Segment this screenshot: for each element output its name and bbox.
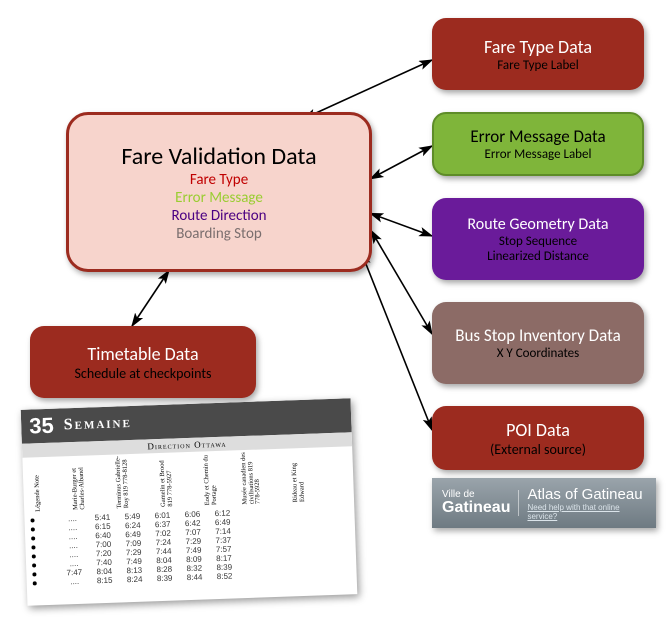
timetable-sample-image: 35 Semaine Direction Ottawa Légende Note… xyxy=(21,398,358,605)
main-item: Boarding Stop xyxy=(171,225,266,243)
fare-validation-data-node: Fare Validation Data Fare TypeError Mess… xyxy=(66,112,372,272)
timetable-data-node: Timetable Data Schedule at checkpoints xyxy=(30,326,256,398)
node-title: POI Data xyxy=(506,419,570,441)
node-sub: Linearized Distance xyxy=(487,249,589,264)
column-header: Légende Note xyxy=(34,457,42,511)
node-sub: X Y Coordinates xyxy=(497,346,579,361)
poi-node: POI Data(External source) xyxy=(432,406,644,470)
atlas-gatineau-banner: Ville de Gatineau Atlas of Gatineau Need… xyxy=(432,478,656,528)
timetable-title: Timetable Data xyxy=(87,343,198,365)
main-item: Error Message xyxy=(171,189,266,207)
column-headers: Légende Note Marie-Burger et Charles-Alba… xyxy=(22,446,354,513)
main-item: Route Direction xyxy=(171,207,266,225)
node-sub: Fare Type Label xyxy=(497,58,578,73)
schedule-rows: ....5:415:496:016:066:12....6:156:246:37… xyxy=(24,502,357,593)
timetable-sub: Schedule at checkpoints xyxy=(74,365,211,382)
error_msg-node: Error Message DataError Message Label xyxy=(432,112,644,176)
route-number: 35 xyxy=(29,413,54,440)
node-sub: Error Message Label xyxy=(485,147,592,162)
node-title: Bus Stop Inventory Data xyxy=(455,325,621,346)
atlas-subtitle: Need help with that online service? xyxy=(527,503,646,521)
bus_stop-node: Bus Stop Inventory DataX Y Coordinates xyxy=(432,302,644,384)
main-item: Fare Type xyxy=(171,171,266,189)
column-header: Marie-Burger et Charles-Albanel xyxy=(71,456,86,510)
route_geom-node: Route Geometry DataStop SequenceLineariz… xyxy=(432,198,644,280)
atlas-title: Atlas of Gatineau xyxy=(527,486,646,503)
column-header: Eody et Chemin du Portage xyxy=(203,451,218,505)
column-header: Terminus Gabrielle-Roy 819 778-8128 xyxy=(115,454,130,508)
column-header: Rideau et King Edward xyxy=(291,448,306,502)
column-header: Musée canadien des civilisations 819 778… xyxy=(241,449,262,504)
gatineau-logo: Ville de Gatineau xyxy=(442,490,519,516)
node-title: Fare Type Data xyxy=(484,36,592,58)
node-sub: (External source) xyxy=(490,441,586,458)
fare_type-node: Fare Type DataFare Type Label xyxy=(432,18,644,90)
node-title: Route Geometry Data xyxy=(467,215,608,234)
logo-big-text: Gatineau xyxy=(442,500,510,516)
node-title: Error Message Data xyxy=(470,126,605,147)
main-title: Fare Validation Data xyxy=(121,142,316,171)
schedule-period: Semaine xyxy=(63,414,132,434)
column-header: Gamelin et Brood 819 778-5927 xyxy=(159,453,174,507)
node-sub: Stop Sequence xyxy=(499,234,577,249)
